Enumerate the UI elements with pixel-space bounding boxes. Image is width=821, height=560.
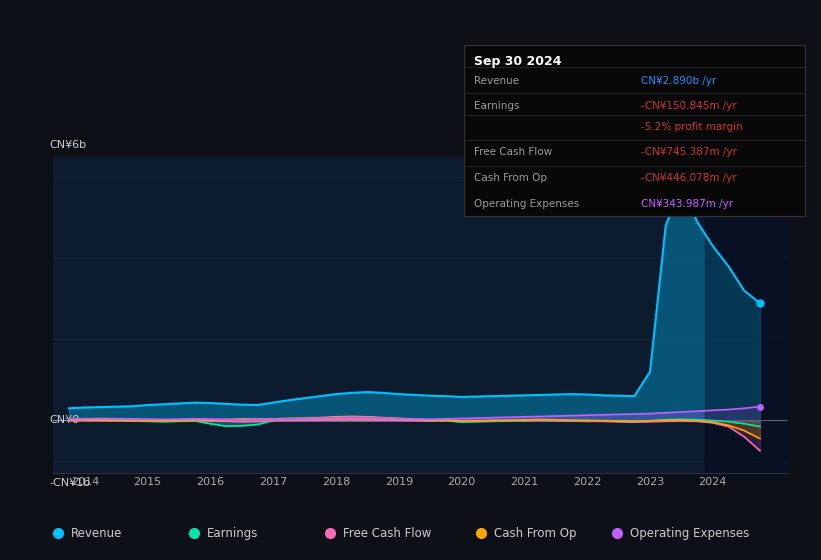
Text: -CN¥150.845m /yr: -CN¥150.845m /yr xyxy=(641,101,736,111)
Text: Earnings: Earnings xyxy=(207,527,258,540)
Text: Free Cash Flow: Free Cash Flow xyxy=(342,527,431,540)
Text: Cash From Op: Cash From Op xyxy=(493,527,576,540)
Text: CN¥343.987m /yr: CN¥343.987m /yr xyxy=(641,199,733,209)
Text: -CN¥1b: -CN¥1b xyxy=(50,478,91,488)
Text: -5.2% profit margin: -5.2% profit margin xyxy=(641,122,743,132)
Text: Operating Expenses: Operating Expenses xyxy=(474,199,580,209)
Text: CN¥0: CN¥0 xyxy=(50,416,80,426)
Text: Revenue: Revenue xyxy=(474,76,519,86)
Text: CN¥6b: CN¥6b xyxy=(50,141,87,151)
Text: Earnings: Earnings xyxy=(474,101,520,111)
Text: CN¥2.890b /yr: CN¥2.890b /yr xyxy=(641,76,716,86)
Text: Sep 30 2024: Sep 30 2024 xyxy=(474,55,562,68)
Bar xyxy=(704,157,788,473)
Text: -CN¥446.078m /yr: -CN¥446.078m /yr xyxy=(641,173,736,183)
Text: Free Cash Flow: Free Cash Flow xyxy=(474,147,553,157)
Text: -CN¥745.387m /yr: -CN¥745.387m /yr xyxy=(641,147,737,157)
Text: Cash From Op: Cash From Op xyxy=(474,173,547,183)
Text: Revenue: Revenue xyxy=(71,527,122,540)
Text: Operating Expenses: Operating Expenses xyxy=(630,527,749,540)
